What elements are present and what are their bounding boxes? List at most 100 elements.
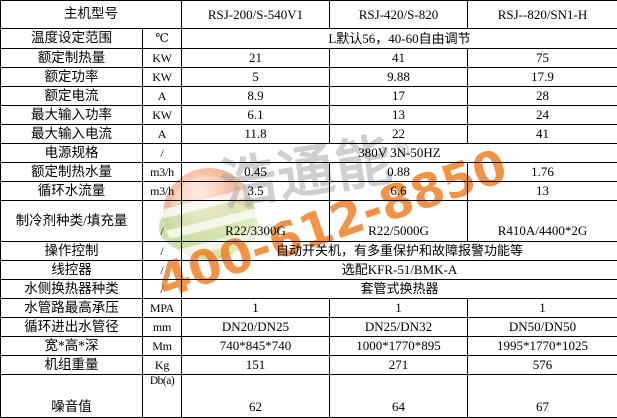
row-value-3: 1 bbox=[468, 299, 617, 318]
row-unit: MPA bbox=[143, 299, 182, 318]
row-label: 循环水流量 bbox=[1, 182, 143, 201]
table-row: 机组重量 Kg 151 271 576 bbox=[1, 356, 617, 375]
row-value-2: 6.6 bbox=[330, 182, 468, 201]
row-unit: m3/h bbox=[143, 163, 182, 182]
row-label: 温度设定范围 bbox=[1, 29, 143, 49]
row-value-2: R22/5000G bbox=[330, 201, 468, 242]
row-value-3: 1995*1770*1025 bbox=[468, 337, 617, 356]
row-value-3: 41 bbox=[468, 125, 617, 144]
table-row: 循环水流量 m3/h 3.5 6.6 13 bbox=[1, 182, 617, 201]
row-value-1: 6.1 bbox=[182, 106, 330, 125]
table-row-header: 主机型号 RSJ-200/S-540V1 RSJ-420/S-820 RSJ--… bbox=[1, 1, 617, 29]
row-unit: KW bbox=[143, 68, 182, 87]
row-label: 线控器 bbox=[1, 261, 143, 280]
row-value-2: 1 bbox=[330, 299, 468, 318]
table-row: 电源规格 / 380V 3N-50HZ bbox=[1, 144, 617, 163]
row-value-1: 0.45 bbox=[182, 163, 330, 182]
row-label: 额定电流 bbox=[1, 87, 143, 106]
row-label: 宽*高*深 bbox=[1, 337, 143, 356]
row-merged-value: L默认56，40-60自由调节 bbox=[182, 29, 617, 49]
row-value-1: 1 bbox=[182, 299, 330, 318]
row-value-3: 17.9 bbox=[468, 68, 617, 87]
row-unit: / bbox=[143, 280, 182, 299]
row-value-3: DN50/DN50 bbox=[468, 318, 617, 337]
row-merged-value: 380V 3N-50HZ bbox=[182, 144, 617, 163]
header-model-3: RSJ--820/SN1-H bbox=[468, 1, 617, 29]
table-row: 操作控制 / 自动开关机，有多重保护和故障报警功能等 bbox=[1, 242, 617, 261]
row-value-2: 0.88 bbox=[330, 163, 468, 182]
row-label: 噪音值 bbox=[1, 375, 143, 418]
row-unit: / bbox=[143, 242, 182, 261]
table-row: 温度设定范围 ℃ L默认56，40-60自由调节 bbox=[1, 29, 617, 49]
row-unit: Mm bbox=[143, 337, 182, 356]
row-unit: m3/h bbox=[143, 182, 182, 201]
row-unit: A bbox=[143, 87, 182, 106]
row-unit: / bbox=[143, 261, 182, 280]
row-label: 电源规格 bbox=[1, 144, 143, 163]
row-label: 额定制热水量 bbox=[1, 163, 143, 182]
row-value-2: 13 bbox=[330, 106, 468, 125]
row-merged-value: 套管式换热器 bbox=[182, 280, 617, 299]
row-value-2: 41 bbox=[330, 49, 468, 68]
row-unit: Kg bbox=[143, 356, 182, 375]
row-value-3: 28 bbox=[468, 87, 617, 106]
row-value-1: 62 bbox=[182, 375, 330, 418]
table-row: 额定制热水量 m3/h 0.45 0.88 1.76 bbox=[1, 163, 617, 182]
row-value-1: 21 bbox=[182, 49, 330, 68]
row-label: 操作控制 bbox=[1, 242, 143, 261]
row-value-3: 67 bbox=[468, 375, 617, 418]
table-row: 额定功率 KW 5 9.88 17.9 bbox=[1, 68, 617, 87]
row-value-3: 24 bbox=[468, 106, 617, 125]
table-row: 线控器 / 选配KFR-51/BMK-A bbox=[1, 261, 617, 280]
row-value-1: 151 bbox=[182, 356, 330, 375]
row-label: 水管路最高承压 bbox=[1, 299, 143, 318]
row-value-2: 22 bbox=[330, 125, 468, 144]
table-row: 制冷剂种类/填充量 / R22/3300G R22/5000G R410A/44… bbox=[1, 201, 617, 242]
header-model-2: RSJ-420/S-820 bbox=[330, 1, 468, 29]
row-label: 额定制热量 bbox=[1, 49, 143, 68]
row-value-1: R22/3300G bbox=[182, 201, 330, 242]
row-merged-value: 自动开关机，有多重保护和故障报警功能等 bbox=[182, 242, 617, 261]
row-label: 制冷剂种类/填充量 bbox=[1, 201, 143, 242]
row-value-3: 576 bbox=[468, 356, 617, 375]
row-value-1: 5 bbox=[182, 68, 330, 87]
row-value-3: 75 bbox=[468, 49, 617, 68]
row-value-2: 271 bbox=[330, 356, 468, 375]
row-value-2: 17 bbox=[330, 87, 468, 106]
table-row: 宽*高*深 Mm 740*845*740 1000*1770*895 1995*… bbox=[1, 337, 617, 356]
table-row: 噪音值 Db(a) 62 64 67 bbox=[1, 375, 617, 418]
row-value-2: 9.88 bbox=[330, 68, 468, 87]
row-label: 机组重量 bbox=[1, 356, 143, 375]
row-value-1: 11.8 bbox=[182, 125, 330, 144]
row-value-3: 13 bbox=[468, 182, 617, 201]
header-model-1: RSJ-200/S-540V1 bbox=[182, 1, 330, 29]
row-value-2: 64 bbox=[330, 375, 468, 418]
table-row: 循环进出水管径 mm DN20/DN25 DN25/DN32 DN50/DN50 bbox=[1, 318, 617, 337]
row-label: 最大输入电流 bbox=[1, 125, 143, 144]
row-unit: KW bbox=[143, 106, 182, 125]
table-row: 水侧换热器种类 / 套管式换热器 bbox=[1, 280, 617, 299]
table-row: 额定电流 A 8.9 17 28 bbox=[1, 87, 617, 106]
row-value-2: DN25/DN32 bbox=[330, 318, 468, 337]
table-row: 水管路最高承压 MPA 1 1 1 bbox=[1, 299, 617, 318]
row-unit: KW bbox=[143, 49, 182, 68]
row-value-3: R410A/4400*2G bbox=[468, 201, 617, 242]
table-row: 最大输入电流 A 11.8 22 41 bbox=[1, 125, 617, 144]
row-unit: ℃ bbox=[143, 29, 182, 49]
row-value-1: 8.9 bbox=[182, 87, 330, 106]
row-label: 水侧换热器种类 bbox=[1, 280, 143, 299]
row-value-1: DN20/DN25 bbox=[182, 318, 330, 337]
row-merged-value: 选配KFR-51/BMK-A bbox=[182, 261, 617, 280]
row-value-1: 740*845*740 bbox=[182, 337, 330, 356]
row-unit: A bbox=[143, 125, 182, 144]
row-unit: mm bbox=[143, 318, 182, 337]
row-value-1: 3.5 bbox=[182, 182, 330, 201]
table-row: 额定制热量 KW 21 41 75 bbox=[1, 49, 617, 68]
spec-sheet: 浩通能® 400-612-8850 主机型号 RSJ-200/S-540V1 R… bbox=[0, 0, 617, 409]
row-unit: Db(a) bbox=[143, 375, 182, 418]
row-value-3: 1.76 bbox=[468, 163, 617, 182]
row-value-2: 1000*1770*895 bbox=[330, 337, 468, 356]
table-row: 最大输入功率 KW 6.1 13 24 bbox=[1, 106, 617, 125]
